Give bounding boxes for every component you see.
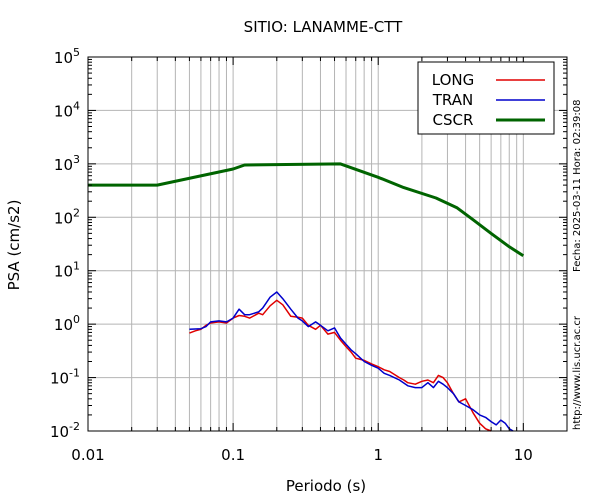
y-tick-label: 102	[54, 206, 80, 227]
series-layer	[88, 162, 525, 432]
y-tick-label: 104	[54, 99, 80, 120]
series-cscr-line	[88, 162, 525, 258]
legend: LONG TRAN CSCR	[417, 61, 555, 135]
plot-frame	[87, 56, 568, 432]
x-tick-label: 10	[514, 446, 533, 464]
series-long-line	[189, 299, 492, 432]
y-tick-label: 100	[54, 313, 80, 334]
chart-title: SITIO: LANAMME-CTT	[244, 18, 403, 36]
y-tick-label: 10-2	[50, 420, 80, 441]
x-axis-label: Periodo (s)	[286, 477, 366, 495]
url-note: http://www.lis.ucr.ac.cr	[572, 315, 583, 430]
x-tick-label: 0.1	[221, 446, 245, 464]
y-axis-label: PSA (cm/s2)	[5, 200, 23, 291]
y-tick-label: 101	[54, 260, 80, 281]
y-tick-label: 103	[54, 153, 80, 174]
ticks: 0.01 0.1 1 10 10-2 10-1 100 101 102 103 104 105	[50, 46, 568, 464]
date-time-note: Fecha: 2025-03-11 Hora: 02:39:08	[572, 100, 583, 273]
legend-label-long: LONG	[432, 71, 474, 89]
x-tick-label: 0.01	[71, 446, 104, 464]
series-tran-line	[189, 291, 514, 432]
legend-label-tran: TRAN	[432, 91, 473, 109]
y-tick-label: 10-1	[50, 367, 80, 388]
y-tick-label: 105	[54, 46, 80, 67]
legend-label-cscr: CSCR	[433, 111, 474, 129]
legend-box	[417, 61, 555, 135]
x-tick-label: 1	[373, 446, 383, 464]
